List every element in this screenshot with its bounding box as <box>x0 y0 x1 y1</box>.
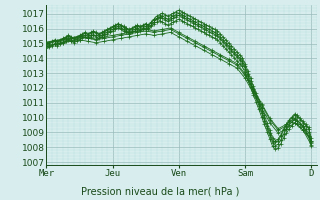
Text: Pression niveau de la mer( hPa ): Pression niveau de la mer( hPa ) <box>81 186 239 196</box>
